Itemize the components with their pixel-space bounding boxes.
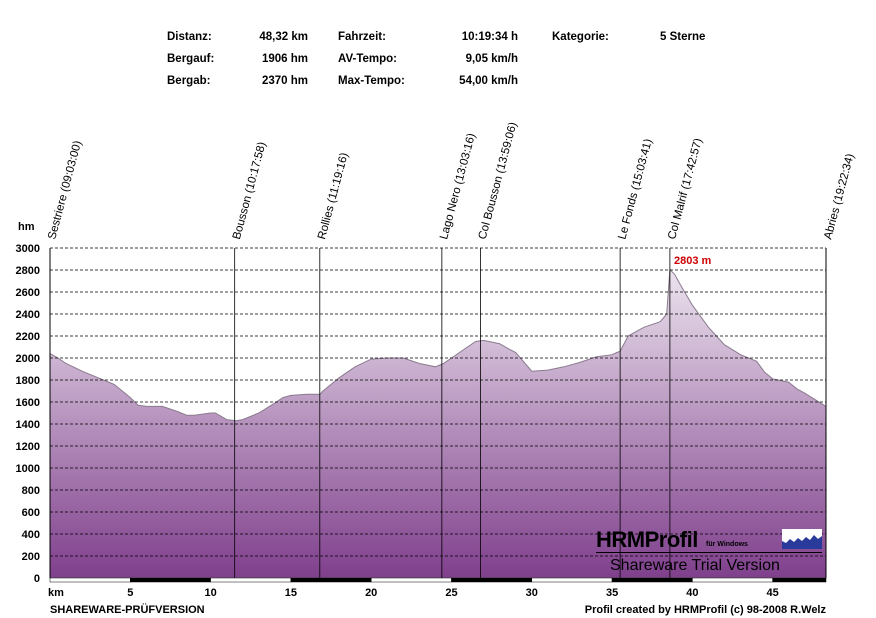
y-tick-label: 400: [22, 529, 40, 541]
km-bar-segment: [451, 577, 533, 583]
y-tick-label: 2600: [16, 287, 40, 299]
y-tick-label: 2000: [16, 353, 40, 365]
y-tick-label: 1400: [16, 419, 40, 431]
x-tick-label: 35: [606, 587, 618, 599]
category-label: Kategorie:: [552, 31, 609, 43]
x-tick-label: 45: [767, 587, 779, 599]
x-axis-label: km: [48, 587, 64, 599]
hrmprofil-logo: HRMProfil für Windows Shareware Trial Ve…: [592, 527, 824, 579]
distance-label: Distanz:: [167, 31, 212, 43]
y-axis-label: hm: [18, 221, 35, 233]
x-tick-label: 5: [127, 587, 133, 599]
mini-profile-icon: [782, 529, 822, 549]
km-bar-segment: [210, 577, 292, 583]
y-tick-label: 1800: [16, 375, 40, 387]
x-tick-label: 30: [526, 587, 538, 599]
y-tick-label: 0: [34, 573, 40, 585]
time-label: Fahrzeit:: [338, 31, 386, 43]
waypoint-label: Col Malrif (17:42:57): [666, 137, 705, 241]
logo-title: HRMProfil: [596, 527, 698, 552]
max-label: Max-Tempo:: [338, 75, 405, 87]
y-tick-label: 200: [22, 551, 40, 563]
peak-label: 2803 m: [674, 255, 712, 267]
avg-label: AV-Tempo:: [338, 53, 397, 65]
y-tick-label: 600: [22, 507, 40, 519]
down-value: 2370 hm: [261, 75, 308, 87]
category-value: 5 Sterne: [660, 31, 706, 43]
y-tick-label: 800: [22, 485, 40, 497]
waypoint-label: Rollies (11:19:16): [316, 151, 351, 241]
y-tick-label: 1600: [16, 397, 40, 409]
km-bar-segment: [130, 577, 211, 583]
chart-grid-overlay: [50, 247, 826, 557]
km-bar-segment: [290, 577, 372, 583]
max-value: 54,00 km/h: [459, 75, 518, 87]
logo-subtitle: für Windows: [706, 541, 748, 548]
shareware-notice: SHAREWARE-PRÜFVERSION: [50, 604, 205, 616]
waypoint-label: Col Bousson (13:59:06): [477, 121, 520, 241]
waypoint-label: Bousson (10:17:58): [231, 141, 269, 241]
x-tick-label: 25: [445, 587, 457, 599]
down-label: Bergab:: [167, 75, 211, 87]
y-tick-label: 2200: [16, 331, 40, 343]
chart-axes: 0 200 400 600 800 1000 1200 1400 1600 1800 2000 220…: [16, 243, 827, 599]
waypoint-label: Sestriere (09:03:00): [46, 139, 84, 240]
waypoint-label: Abries (19:22:34): [822, 152, 856, 240]
y-tick-label: 3000: [16, 243, 40, 255]
up-value: 1906 hm: [261, 53, 308, 65]
y-tick-label: 2400: [16, 309, 40, 321]
y-tick-label: 1200: [16, 441, 40, 453]
x-tick-label: 20: [365, 587, 377, 599]
logo-trial-text: Shareware Trial Version: [610, 557, 780, 574]
waypoint-label: Lago Nero (13:03:16): [438, 132, 478, 241]
x-tick-label: 10: [204, 587, 216, 599]
distance-value: 48,32 km: [259, 31, 308, 43]
logo-divider: [596, 552, 822, 553]
waypoint-label: Le Fonds (15:03:41): [616, 137, 654, 240]
time-value: 10:19:34 h: [461, 31, 518, 43]
x-tick-label: 15: [285, 587, 297, 599]
y-tick-label: 2800: [16, 265, 40, 277]
km-bar-segment: [772, 577, 827, 583]
up-label: Bergauf:: [167, 53, 215, 65]
avg-value: 9,05 km/h: [465, 53, 518, 65]
credits-text: Profil created by HRMProfil (c) 98-2008 …: [584, 604, 826, 616]
x-tick-label: 40: [686, 587, 698, 599]
km-bar-segment: [49, 577, 131, 583]
km-bar-segment: [370, 577, 452, 583]
y-tick-label: 1000: [16, 463, 40, 475]
